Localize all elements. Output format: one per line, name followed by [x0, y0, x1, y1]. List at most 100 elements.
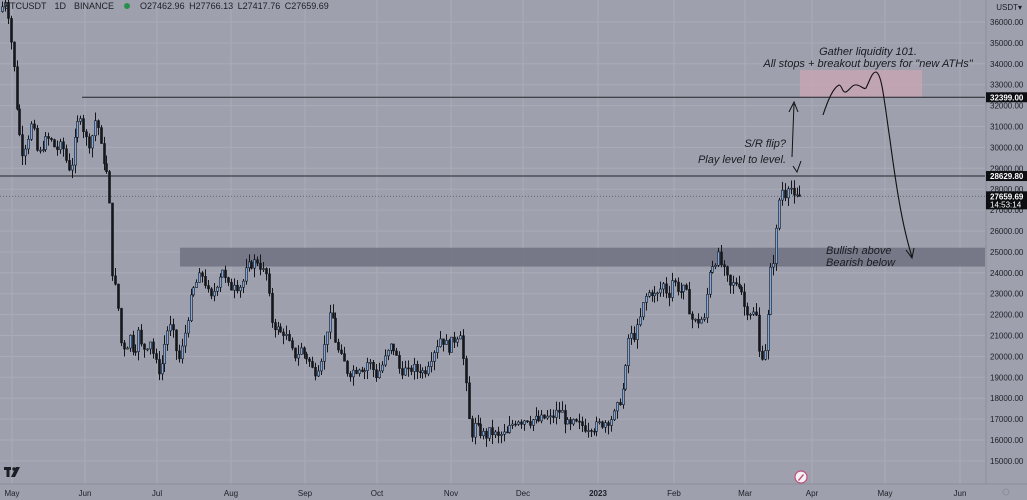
candle-down	[479, 423, 482, 436]
candle-up	[126, 347, 129, 350]
candle-up	[30, 123, 33, 140]
candle-down	[155, 353, 158, 360]
candle-down	[758, 314, 761, 352]
candle-down	[755, 311, 758, 316]
candle-up	[91, 135, 94, 149]
candle-down	[33, 123, 36, 129]
candle-down	[120, 308, 123, 344]
y-tick-label: 26000.00	[990, 227, 1024, 236]
candle-down	[569, 419, 572, 425]
candle-down	[282, 331, 285, 336]
candle-up	[636, 324, 639, 340]
candle-up	[598, 421, 601, 424]
candle-up	[494, 431, 497, 436]
candle-down	[16, 66, 19, 110]
candle-up	[192, 287, 195, 296]
candle-down	[674, 280, 677, 283]
candle-up	[767, 314, 770, 351]
candle-up	[648, 292, 651, 297]
candle-up	[44, 136, 47, 150]
candle-up	[1, 6, 4, 12]
ohlc-close: C27659.69	[284, 1, 329, 11]
candle-down	[343, 353, 346, 362]
candle-down	[743, 291, 746, 307]
candle-down	[308, 358, 311, 362]
candle-down	[134, 351, 137, 353]
annotation-gather-line: Gather liquidity 101.	[819, 46, 917, 58]
candle-up	[42, 149, 45, 151]
candle-up	[94, 120, 97, 137]
candle-up	[358, 369, 361, 374]
level-badge-1-text: 28629.80	[990, 172, 1024, 181]
drawn-up-arrow-head	[788, 100, 799, 113]
candle-down	[291, 340, 294, 349]
x-tick-label: 2023	[589, 489, 607, 498]
candle-up	[161, 363, 164, 375]
interval-label[interactable]: 1D	[54, 1, 67, 11]
candle-down	[633, 332, 636, 340]
candle-down	[207, 285, 210, 290]
candle-up	[219, 276, 222, 288]
candle-up	[421, 370, 424, 374]
candle-up	[317, 370, 320, 377]
candle-down	[392, 343, 395, 352]
drawn-projection-path	[822, 71, 913, 258]
candle-down	[424, 370, 427, 375]
candle-down	[274, 322, 277, 331]
level-badge-0-text: 32399.00	[990, 93, 1024, 102]
candle-down	[230, 282, 233, 291]
candle-up	[778, 199, 781, 229]
candle-up	[320, 361, 323, 372]
candle-down	[720, 251, 723, 266]
price-levels	[0, 96, 985, 197]
candle-up	[630, 332, 633, 339]
candle-up	[659, 288, 662, 294]
candle-down	[175, 329, 178, 352]
candle-down	[65, 148, 68, 161]
candle-down	[677, 281, 680, 292]
ohlc-readout: O27462.96 H27766.13 L27417.76 C27659.69	[140, 1, 331, 11]
candles	[1, 0, 801, 447]
candle-up	[184, 332, 187, 347]
candle-up	[642, 302, 645, 318]
candle-down	[761, 350, 764, 360]
candle-down	[108, 171, 111, 204]
candle-up	[566, 419, 569, 425]
candle-down	[47, 136, 50, 139]
candle-down	[578, 420, 581, 423]
candle-up	[639, 316, 642, 326]
x-tick-label: Oct	[371, 489, 384, 498]
candle-down	[514, 423, 517, 426]
candle-down	[36, 127, 39, 151]
candle-down	[685, 284, 688, 290]
candle-up	[387, 350, 390, 357]
candle-up	[253, 259, 256, 269]
candle-down	[416, 364, 419, 372]
candle-up	[532, 419, 535, 426]
candle-up	[555, 409, 558, 418]
candle-up	[366, 362, 369, 371]
candle-down	[529, 421, 532, 426]
candle-down	[250, 261, 253, 269]
candle-down	[56, 146, 59, 150]
symbol-label[interactable]: BTCUSDT	[4, 1, 47, 11]
candle-up	[27, 138, 30, 150]
y-tick-label: 22000.00	[990, 311, 1024, 320]
y-tick-label: 16000.00	[990, 436, 1024, 445]
candle-down	[294, 347, 297, 359]
ohlc-low: L27417.76	[237, 1, 281, 11]
candle-down	[103, 143, 106, 164]
candle-up	[436, 346, 439, 353]
candle-down	[590, 430, 593, 432]
candle-down	[311, 361, 314, 368]
drawn-down-arrow-head	[905, 247, 915, 260]
candle-down	[256, 259, 259, 264]
x-tick-label: Dec	[516, 489, 530, 498]
market-status-dot	[124, 3, 131, 9]
last-price-badge-countdown: 14:53:14	[990, 200, 1022, 209]
candle-down	[793, 187, 796, 196]
candle-down	[85, 131, 88, 138]
last-price-badge-text: 27659.69	[990, 192, 1024, 201]
x-tick-label: Sep	[298, 489, 313, 498]
